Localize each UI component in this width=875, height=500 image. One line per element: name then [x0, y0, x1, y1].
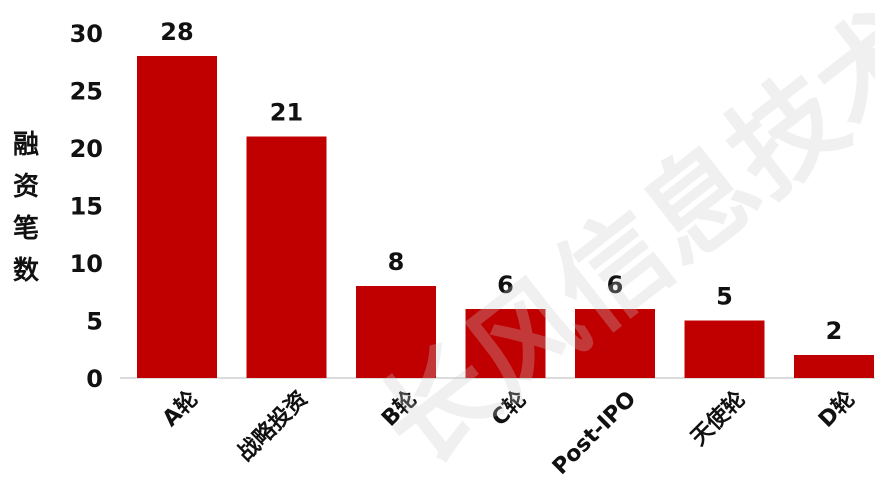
- y-tick-label: 0: [86, 365, 103, 393]
- bar-value-label: 8: [388, 248, 405, 276]
- x-tick-label: 天使轮: [686, 386, 751, 451]
- y-tick-label: 30: [70, 20, 103, 48]
- bar-value-label: 2: [826, 317, 843, 345]
- y-tick-label: 10: [70, 250, 103, 278]
- bar: [685, 321, 765, 379]
- x-tick-label: A轮: [157, 386, 203, 432]
- x-tick-label: Post-IPO: [548, 387, 641, 480]
- bar: [794, 355, 874, 378]
- x-tick-label: D轮: [813, 386, 860, 433]
- x-tick-label: B轮: [376, 386, 422, 432]
- bar: [356, 286, 436, 378]
- y-tick-label: 15: [70, 193, 103, 221]
- bars: [137, 56, 874, 378]
- x-axis-tick-labels: A轮 战略投资 B轮 C轮 Post-IPO 天使轮 D轮: [157, 386, 860, 480]
- y-tick-label: 5: [86, 308, 103, 336]
- y-tick-label: 20: [70, 135, 103, 163]
- bar-value-label: 28: [160, 18, 193, 46]
- x-tick-label: 战略投资: [232, 386, 313, 467]
- x-tick-label: C轮: [486, 386, 531, 431]
- bar-value-label: 6: [607, 271, 624, 299]
- bar-value-label: 5: [716, 283, 733, 311]
- y-axis-ticks: 0 5 10 15 20 25 30: [70, 20, 103, 393]
- bar: [466, 309, 546, 378]
- bar-value-label: 21: [270, 99, 303, 127]
- bar: [137, 56, 217, 378]
- bar-value-label: 6: [497, 271, 514, 299]
- y-tick-label: 25: [70, 78, 103, 106]
- bar: [247, 137, 327, 379]
- bar: [575, 309, 655, 378]
